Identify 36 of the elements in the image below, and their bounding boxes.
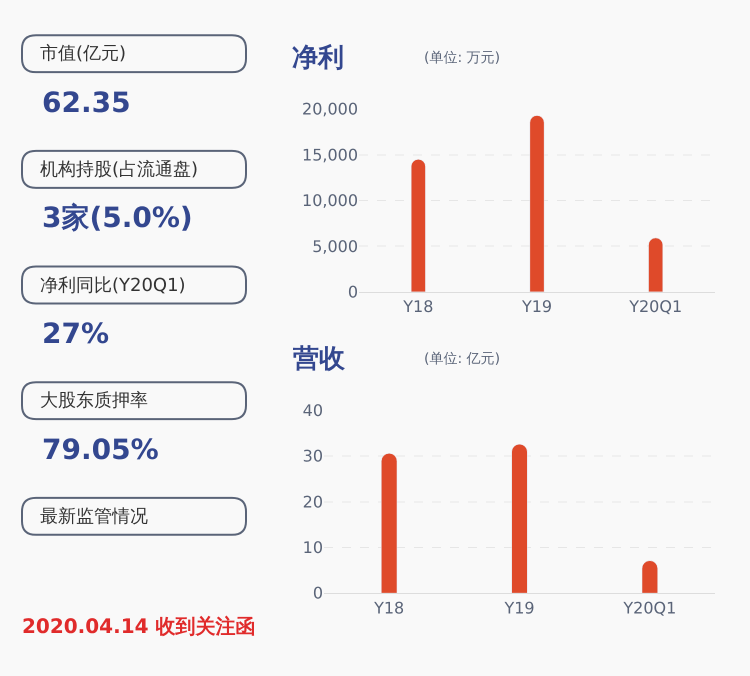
bar: [410, 159, 426, 292]
text: 大股东质押率: [40, 390, 148, 411]
text: 62.35: [42, 86, 131, 119]
x-tick-label: Y20Q1: [628, 297, 682, 316]
y-tick-label: 5,000: [312, 236, 358, 256]
chart-subtitle: (单位: 亿元): [424, 351, 500, 367]
bar: [642, 560, 658, 594]
x-tick-label: Y18: [402, 297, 434, 316]
y-tick-label: 20,000: [302, 100, 358, 119]
bar: [511, 444, 528, 594]
x-tick-label: Y18: [373, 598, 404, 618]
bar: [530, 115, 544, 292]
y-tick-label: 40: [302, 400, 323, 420]
y-tick-label: 20: [302, 492, 323, 512]
text: 79.05%: [42, 433, 159, 466]
bar: [381, 453, 398, 594]
x-tick-label: Y20Q1: [622, 598, 676, 618]
bar: [648, 238, 664, 292]
text: 净利同比(Y20Q1): [40, 275, 186, 296]
y-tick-label: 0: [312, 584, 323, 603]
y-tick-label: 30: [302, 446, 323, 466]
chart-title: 营收: [292, 344, 346, 374]
y-tick-label: 10,000: [302, 191, 358, 210]
chart-title: 净利: [292, 43, 344, 73]
text: 市值(亿元): [40, 43, 126, 64]
y-tick-label: 15,000: [302, 145, 358, 164]
text: 2020.04.14 收到关注函: [22, 614, 256, 638]
x-tick-label: Y19: [503, 598, 535, 618]
y-tick-label: 10: [302, 538, 323, 558]
text: 3家(5.0%): [42, 201, 193, 234]
chart-subtitle: (单位: 万元): [424, 50, 500, 66]
text: 最新监管情况: [40, 506, 148, 527]
y-tick-label: 0: [348, 282, 358, 302]
x-tick-label: Y19: [520, 297, 552, 316]
text: 27%: [42, 317, 110, 350]
text: 机构持股(占流通盘): [40, 159, 198, 180]
